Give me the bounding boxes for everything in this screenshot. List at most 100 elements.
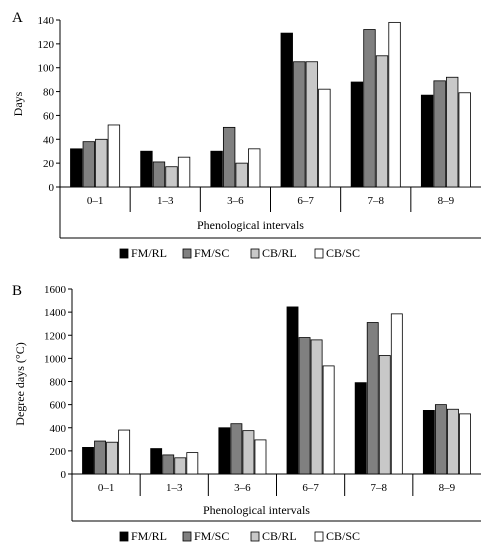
legend-swatch-fm-rl — [119, 248, 129, 259]
legend-label: CB/SC — [326, 529, 360, 543]
y-tick-label: 40 — [43, 134, 55, 146]
bar-cb-sc-5 — [458, 92, 471, 188]
bar-cb-rl-5 — [446, 76, 459, 188]
y-tick-label: 100 — [38, 63, 55, 75]
bar-cb-sc-1 — [186, 452, 199, 475]
bar-cb-rl-5 — [447, 408, 459, 475]
legend-swatch-cb-rl — [250, 531, 260, 542]
y-tick-label: 400 — [50, 423, 67, 435]
y-tick-label: 200 — [50, 446, 67, 458]
x-tick-label: 0–1 — [87, 195, 104, 207]
y-tick-label: 1600 — [44, 284, 67, 296]
bar-fm-sc-3 — [298, 337, 311, 475]
bar-cb-rl-1 — [165, 166, 178, 188]
x-tick-label: 6–7 — [302, 482, 319, 494]
bar-fm-rl-2 — [210, 150, 223, 188]
legend-label: FM/SC — [194, 529, 229, 543]
legend: FM/RL FM/SC CB/RL CB/SC — [119, 529, 360, 543]
bar-cb-rl-3 — [305, 61, 319, 188]
bar-cb-rl-3 — [310, 339, 323, 475]
legend-label: FM/RL — [131, 529, 167, 543]
y-tick-label: 20 — [43, 158, 55, 170]
legend-swatch-fm-sc — [182, 531, 192, 542]
bar-fm-rl-4 — [354, 382, 367, 475]
bar-fm-sc-4 — [366, 322, 379, 475]
y-tick-label: 120 — [38, 39, 55, 51]
bar-fm-rl-4 — [350, 81, 364, 188]
legend-swatch-cb-sc — [314, 531, 324, 542]
bar-fm-rl-3 — [286, 306, 299, 475]
y-tick-label: 600 — [50, 400, 67, 412]
legend-swatch-fm-sc — [182, 248, 192, 259]
x-tick-label: 6–7 — [297, 195, 314, 207]
x-axis-label: Phenological intervals — [203, 503, 310, 517]
bar-cb-sc-3 — [318, 88, 331, 188]
x-tick-label: 1–3 — [166, 482, 183, 494]
x-tick-label: 3–6 — [234, 482, 251, 494]
legend-label: CB/RL — [262, 529, 297, 543]
bar-fm-sc-4 — [363, 29, 376, 188]
legend-label: CB/SC — [326, 246, 360, 260]
x-tick-label: 7–8 — [371, 482, 388, 494]
bar-cb-sc-2 — [254, 439, 267, 475]
bar-cb-rl-2 — [242, 430, 255, 475]
bar-fm-rl-3 — [280, 32, 293, 188]
y-tick-label: 80 — [43, 87, 55, 99]
bar-cb-sc-4 — [390, 313, 403, 475]
bar-cb-sc-2 — [248, 148, 261, 188]
panel-label: A — [12, 10, 23, 26]
bar-fm-rl-5 — [420, 94, 434, 188]
y-tick-label: 140 — [38, 15, 55, 27]
x-tick-label: 0–1 — [98, 482, 115, 494]
bar-fm-sc-5 — [434, 404, 447, 475]
legend-label: FM/RL — [131, 246, 167, 260]
bar-cb-sc-3 — [322, 365, 335, 475]
bar-cb-rl-0 — [95, 138, 108, 188]
bar-fm-sc-2 — [222, 126, 236, 188]
y-tick-label: 0 — [49, 182, 55, 194]
legend-swatch-cb-rl — [250, 248, 260, 259]
bar-cb-rl-2 — [235, 162, 248, 188]
bar-cb-sc-4 — [388, 21, 401, 188]
bar-fm-rl-0 — [70, 148, 83, 188]
y-axis-label: Days — [11, 91, 25, 116]
legend-label: CB/RL — [262, 246, 297, 260]
bar-cb-rl-0 — [106, 441, 119, 475]
chart-panel-b: B 0 200 400 600 800 1000 1200 1400 1600 Degree day… — [12, 283, 481, 543]
bar-fm-rl-2 — [218, 427, 231, 475]
y-tick-label: 1400 — [44, 307, 67, 319]
bar-fm-sc-0 — [94, 440, 106, 475]
y-axis-label: Degree days (°C) — [13, 342, 27, 425]
bar-fm-sc-0 — [82, 141, 95, 188]
bar-fm-rl-0 — [82, 447, 94, 475]
y-tick-label: 0 — [61, 469, 67, 481]
x-tick-label: 8–9 — [439, 482, 456, 494]
x-tick-label: 7–8 — [368, 195, 385, 207]
bar-fm-rl-5 — [422, 410, 435, 475]
x-tick-label: 3–6 — [227, 195, 244, 207]
y-tick-label: 60 — [43, 110, 55, 122]
x-axis-label: Phenological intervals — [197, 218, 304, 232]
panel-label: B — [12, 283, 22, 299]
bar-fm-sc-1 — [152, 161, 166, 188]
bar-cb-sc-1 — [177, 156, 191, 188]
bar-fm-rl-1 — [140, 150, 153, 188]
bar-cb-sc-0 — [107, 124, 121, 188]
bar-cb-rl-4 — [375, 55, 389, 188]
x-tick-label: 8–9 — [438, 195, 455, 207]
bar-cb-sc-0 — [118, 429, 131, 475]
bar-fm-sc-1 — [162, 454, 175, 475]
legend-swatch-fm-rl — [119, 531, 129, 542]
y-tick-label: 1200 — [44, 330, 67, 342]
bar-cb-sc-5 — [459, 413, 471, 475]
bar-fm-rl-1 — [150, 448, 163, 475]
bar-fm-sc-2 — [230, 423, 243, 475]
y-tick-label: 1000 — [44, 353, 67, 365]
y-tick-label: 800 — [50, 377, 67, 389]
legend-swatch-cb-sc — [314, 248, 324, 259]
legend-label: FM/SC — [194, 246, 229, 260]
bar-fm-sc-3 — [293, 61, 306, 188]
x-tick-label: 1–3 — [157, 195, 174, 207]
bar-fm-sc-5 — [433, 80, 446, 188]
